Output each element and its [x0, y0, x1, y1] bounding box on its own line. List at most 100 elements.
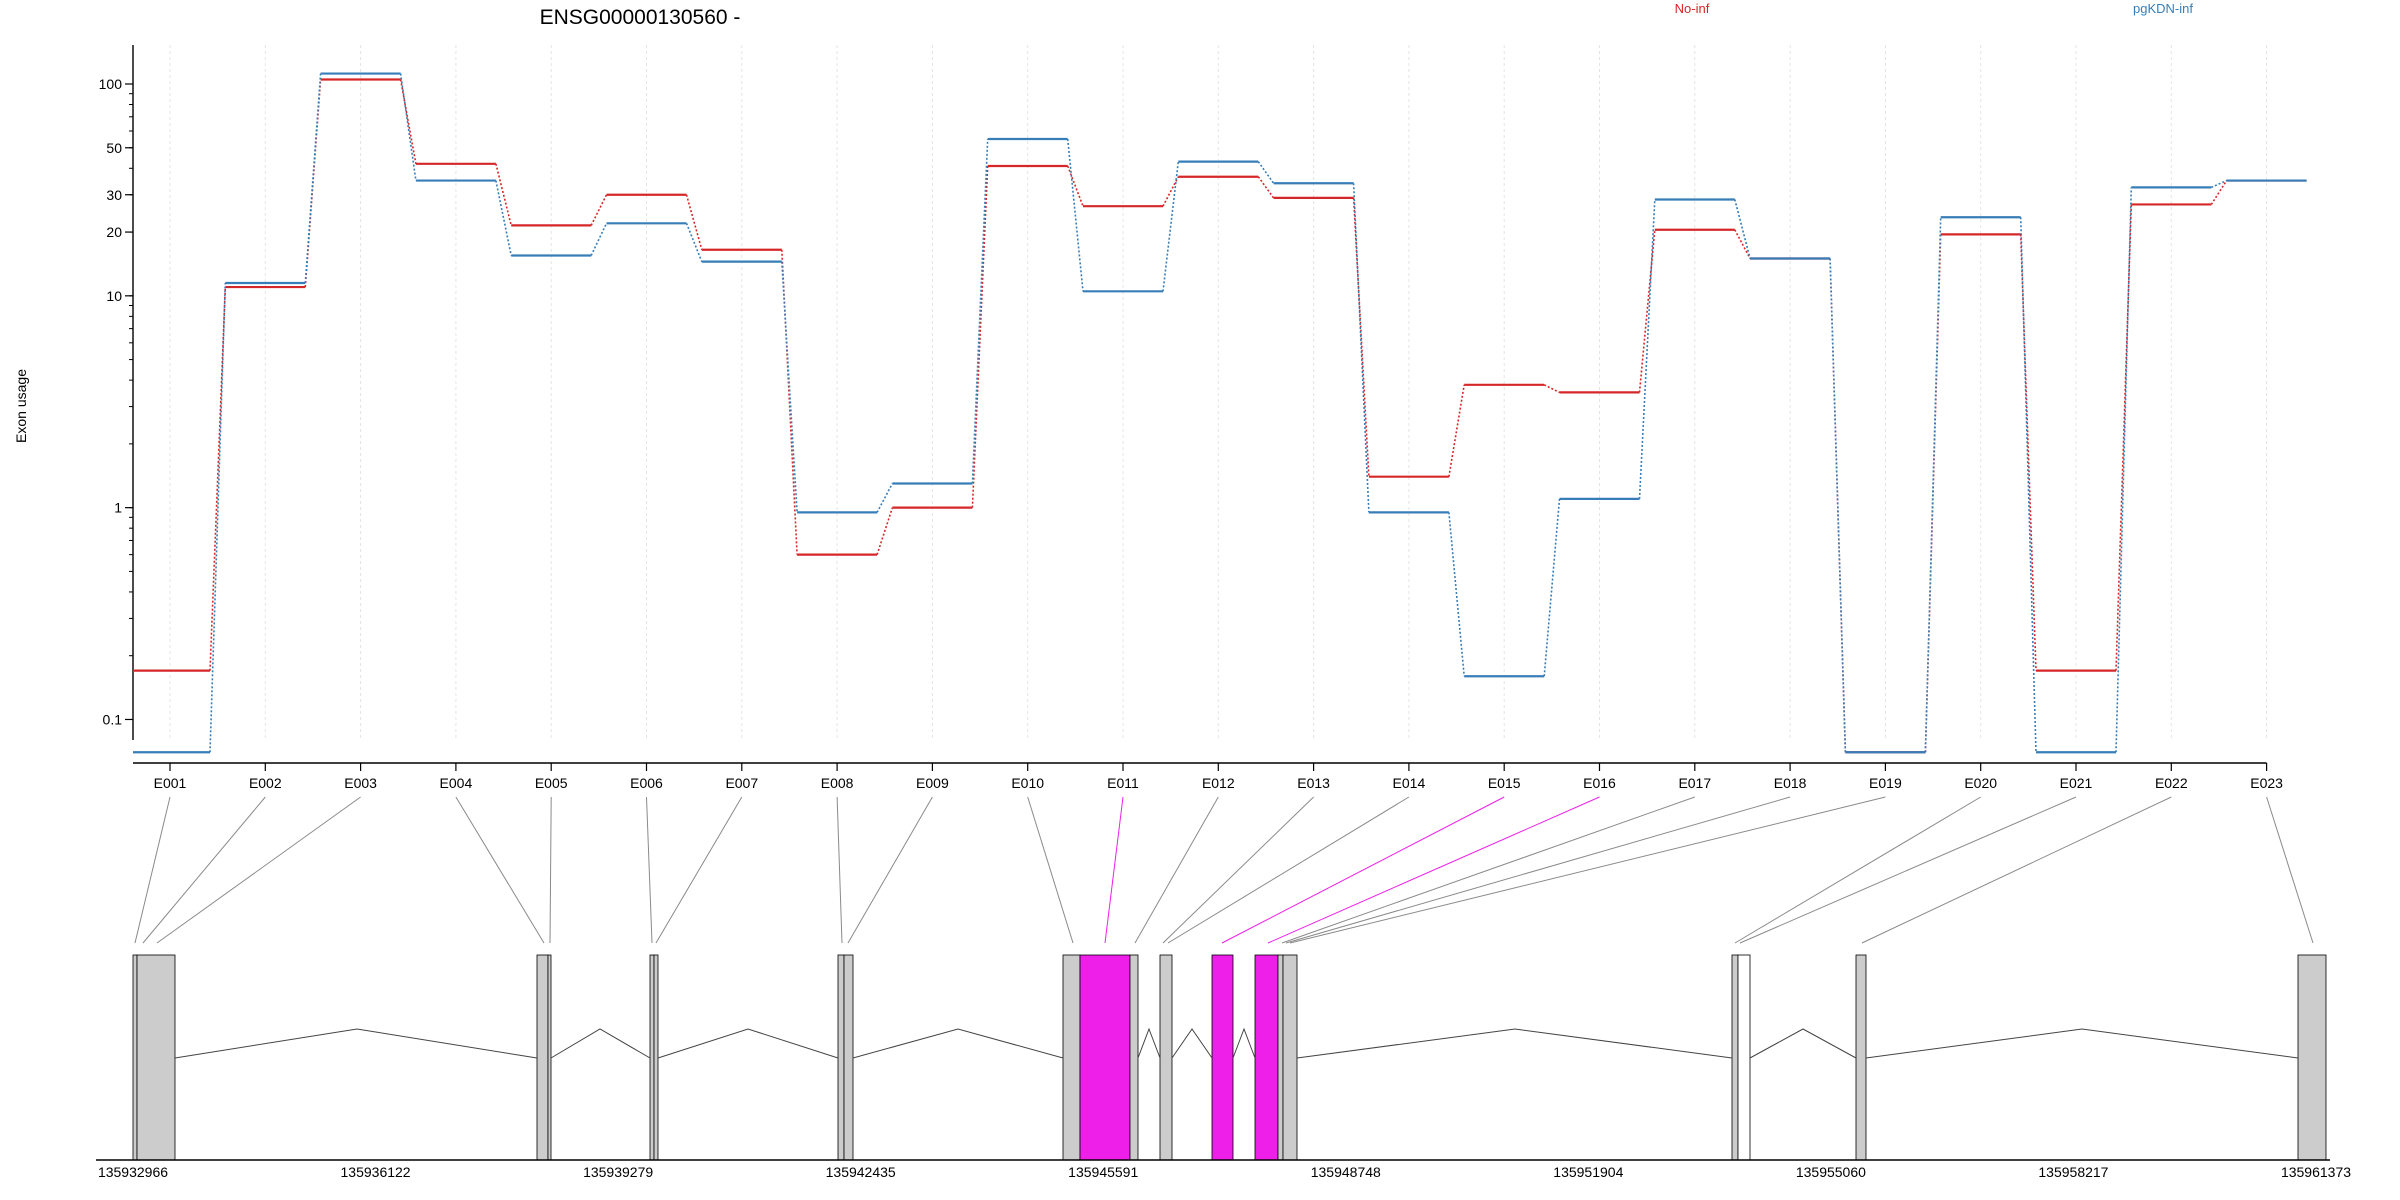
x-tick-label: E002: [249, 775, 282, 791]
x-tick-label: E018: [1774, 775, 1807, 791]
exon-connector: [1289, 796, 1886, 944]
exon-connector: [142, 796, 266, 944]
exon-connector: [847, 796, 933, 944]
x-tick-label: E023: [2250, 775, 2283, 791]
exon-block: [649, 954, 655, 1161]
y-axis-label: Exon usage: [13, 369, 29, 443]
series-connector: [1638, 229, 1656, 393]
intron-line: [1232, 1027, 1256, 1059]
series-connector: [1257, 161, 1275, 184]
series-connector: [1162, 176, 1180, 207]
series-connector: [590, 194, 608, 226]
series-connector: [685, 222, 703, 262]
y-tick-label: 20: [106, 224, 122, 240]
exon-connector: [1281, 796, 1695, 944]
series-connector: [1257, 176, 1275, 199]
exon-block: [2297, 954, 2327, 1161]
intron-line: [1296, 1028, 1733, 1059]
series-connector: [1066, 165, 1084, 207]
exon-connector: [1162, 796, 1314, 944]
intron-line: [1137, 1027, 1161, 1059]
exon-connector: [1267, 796, 1600, 944]
x-tick-label: E015: [1488, 775, 1521, 791]
exon-connector: [1221, 796, 1505, 944]
series-connector: [1734, 229, 1751, 259]
x-tick-label: E014: [1393, 775, 1426, 791]
series-connector: [399, 73, 417, 181]
series-connector: [971, 138, 989, 484]
genome-tick-label: 135945591: [1068, 1164, 1138, 1180]
series-connector: [971, 165, 989, 508]
x-tick-label: E003: [344, 775, 377, 791]
intron-line: [1865, 1028, 2299, 1059]
exon-block: [1277, 954, 1284, 1161]
series-connector: [2115, 187, 2133, 753]
series-connector: [1924, 217, 1942, 753]
series-connector: [1543, 498, 1561, 677]
series-connector: [781, 261, 798, 513]
exon-connector: [1861, 796, 2172, 944]
x-tick-label: E007: [725, 775, 758, 791]
chart-title: ENSG00000130560 -: [540, 6, 741, 29]
series-connector: [1543, 384, 1560, 394]
exon-connector: [1027, 796, 1074, 944]
intron-line: [1749, 1028, 1857, 1059]
exon-block: [1159, 954, 1173, 1161]
genome-tick-label: 135936122: [341, 1164, 411, 1180]
gene-model: [132, 954, 2327, 1161]
genome-axis: 135932966 135936122 135939279 135942435 1359…: [96, 1159, 2351, 1180]
exon-connector: [455, 796, 545, 944]
exon-connector: [134, 796, 171, 944]
series-connector: [1066, 138, 1084, 292]
exon-block: [1731, 954, 1739, 1161]
exon-block: [1737, 954, 1751, 1161]
series-connector: [2210, 179, 2227, 189]
exon-block: [547, 954, 552, 1161]
x-tick-label: E020: [1964, 775, 1997, 791]
series-connector: [685, 194, 703, 250]
x-axis: E001 E002 E003 E004 E005 E006 E007 E008 E009 E010…: [133, 762, 2283, 791]
series-connector: [2019, 217, 2037, 753]
exon-connector: [655, 796, 743, 944]
exon-connectors: [134, 796, 2314, 944]
exon-block: [837, 954, 845, 1161]
highlighted-exon: [1079, 954, 1131, 1161]
genome-tick-label: 135932966: [98, 1164, 168, 1180]
series-connector: [1162, 161, 1180, 292]
x-tick-label: E012: [1202, 775, 1235, 791]
x-tick-label: E008: [821, 775, 854, 791]
series-connector: [1448, 384, 1465, 477]
exon-connector: [836, 796, 843, 944]
x-tick-label: E010: [1011, 775, 1044, 791]
x-tick-label: E019: [1869, 775, 1902, 791]
exon-connector: [1134, 796, 1219, 944]
series-connector: [209, 287, 227, 671]
x-tick-label: E001: [154, 775, 187, 791]
series-connector: [1829, 258, 1847, 753]
series-connector: [876, 483, 894, 513]
series-lines: [133, 72, 2307, 754]
genome-tick-label: 135961373: [2281, 1164, 2351, 1180]
exon-block: [1062, 954, 1081, 1161]
y-tick-label: 10: [106, 288, 122, 304]
series-connector: [2115, 204, 2133, 671]
genome-tick-label: 135951904: [1553, 1164, 1623, 1180]
series-connector: [1352, 197, 1370, 477]
intron-line: [852, 1028, 1064, 1059]
series-connector: [590, 222, 608, 256]
series-connector: [2210, 180, 2228, 205]
series-connector: [495, 163, 512, 226]
y-axis: 0.1 1 10 20 30 50 100: [99, 45, 134, 740]
exon-block: [1855, 954, 1867, 1161]
genome-tick-label: 135948748: [1311, 1164, 1381, 1180]
x-tick-label: E006: [630, 775, 663, 791]
series-connector: [876, 507, 894, 555]
exon-connector: [2266, 796, 2314, 944]
x-tick-label: E016: [1583, 775, 1616, 791]
series-pgkdn-inf: [133, 72, 2307, 754]
y-tick-label: 0.1: [103, 711, 123, 727]
highlighted-exon: [1254, 954, 1279, 1161]
x-tick-label: E021: [2060, 775, 2093, 791]
exon-connector: [549, 796, 552, 944]
